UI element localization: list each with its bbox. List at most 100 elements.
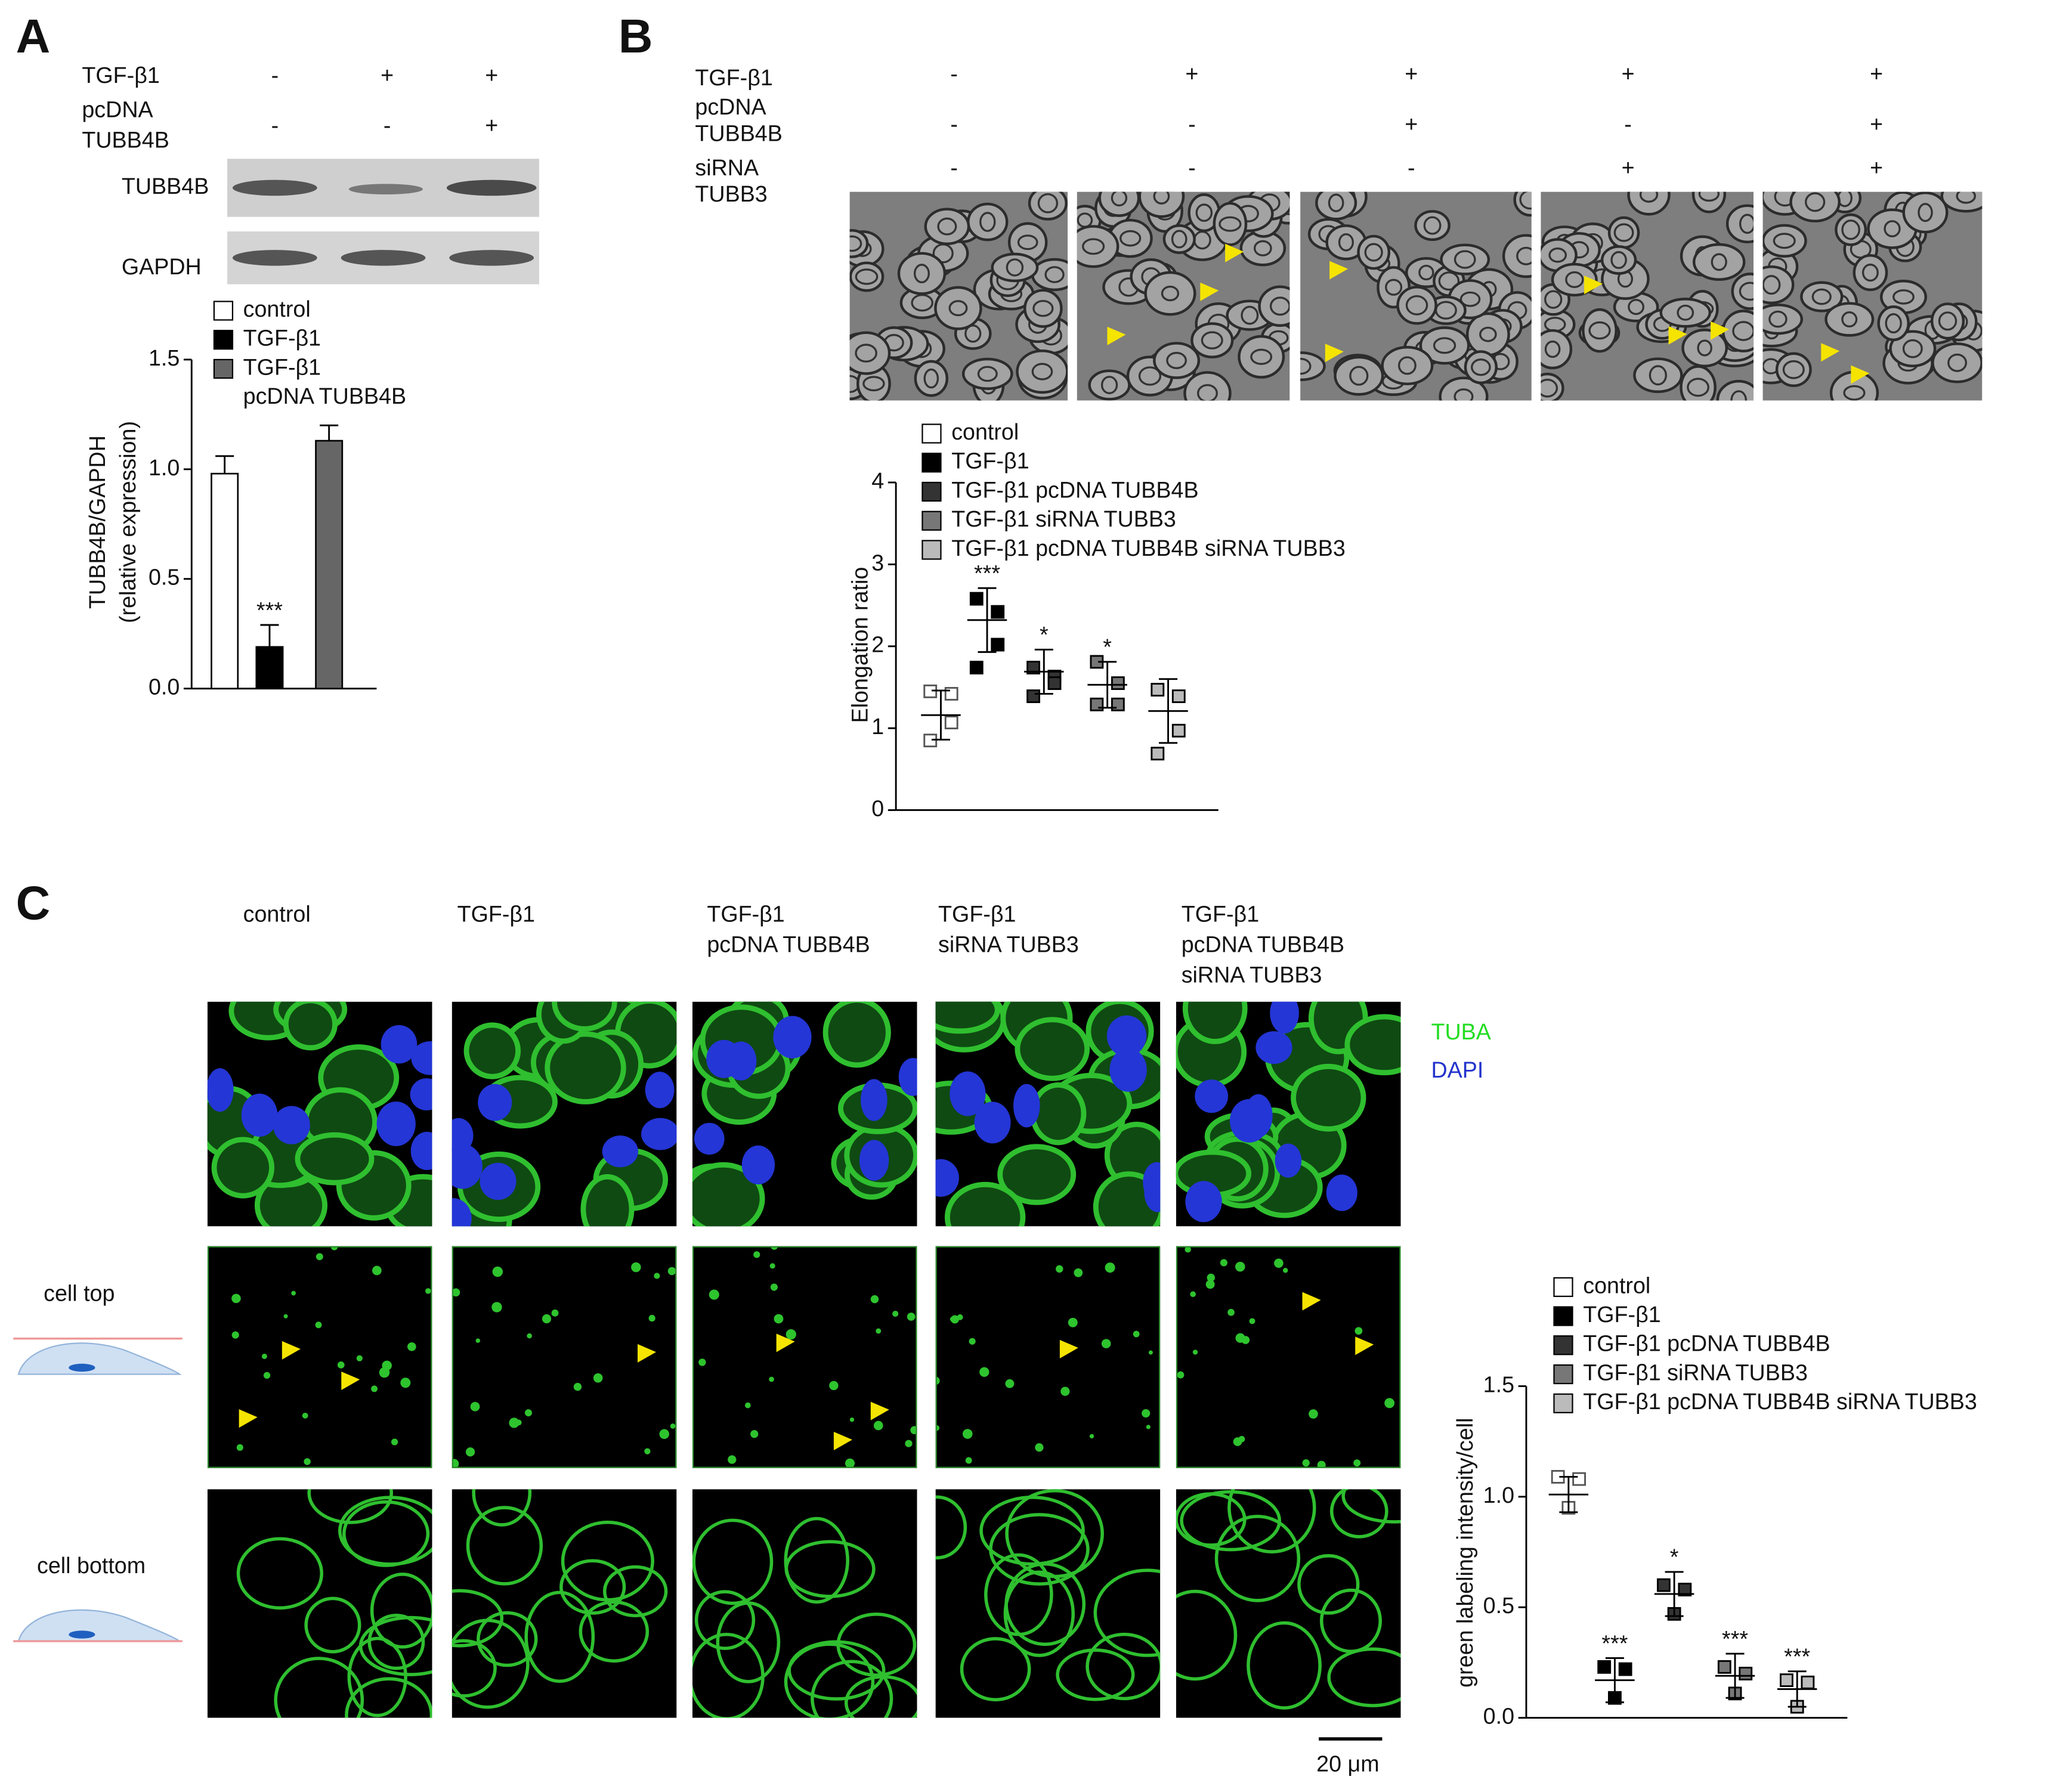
treatment-label: siRNA — [695, 155, 759, 180]
significance: *** — [974, 561, 1000, 586]
image-bg — [207, 1246, 432, 1468]
nucleus — [1782, 360, 1805, 379]
legend-swatch — [1553, 1393, 1573, 1413]
y-tick-label: 0 — [871, 796, 884, 821]
cell — [849, 331, 891, 375]
error-bar — [1725, 1652, 1745, 1699]
cell — [1056, 1648, 1135, 1701]
cell — [579, 1600, 650, 1663]
cell — [1291, 1063, 1366, 1132]
puncta — [337, 1361, 345, 1369]
arrowhead — [341, 1371, 360, 1391]
treatment-value: - — [1188, 112, 1196, 137]
nucleus — [1588, 321, 1611, 340]
legend-label: TGF-β1 — [1583, 1302, 1660, 1327]
nucleus — [1171, 230, 1187, 249]
cell — [1725, 204, 1754, 244]
puncta — [845, 1458, 855, 1468]
data-point — [1801, 1675, 1815, 1689]
blot-band — [232, 179, 317, 196]
nucleus — [1031, 363, 1053, 380]
puncta — [407, 1342, 416, 1351]
nucleus — [923, 368, 939, 389]
cell — [1419, 326, 1470, 365]
y-tick-label: 1 — [871, 714, 884, 739]
cell — [897, 252, 947, 295]
puncta — [728, 1455, 737, 1464]
nucleus — [694, 1122, 725, 1155]
cell — [1931, 342, 1983, 383]
bar — [315, 440, 344, 689]
puncta — [1233, 1437, 1242, 1446]
cell — [338, 1496, 432, 1566]
nucleus — [1166, 352, 1187, 369]
cell — [1889, 330, 1937, 367]
puncta — [1192, 1350, 1198, 1355]
puncta — [1302, 1459, 1310, 1467]
cell — [1297, 1554, 1360, 1615]
cell — [1180, 1490, 1282, 1552]
legend-swatch — [921, 510, 942, 531]
data-point — [991, 637, 1005, 652]
nucleus — [1479, 326, 1497, 342]
data-point — [1151, 683, 1165, 697]
nucleus — [1885, 313, 1902, 334]
data-point — [1171, 689, 1186, 703]
bar — [255, 646, 284, 689]
cell — [1015, 1017, 1090, 1081]
nucleus — [1739, 213, 1754, 234]
panel-label: A — [16, 10, 51, 63]
blot-band — [341, 250, 426, 266]
nucleus — [410, 1131, 432, 1171]
nucleus — [1385, 278, 1403, 296]
puncta — [849, 1417, 855, 1422]
puncta — [524, 1409, 533, 1417]
cell — [1190, 322, 1234, 358]
data-point — [1780, 1673, 1793, 1687]
cell — [1396, 286, 1437, 325]
nucleus — [1143, 1162, 1161, 1203]
data-point — [1111, 676, 1125, 690]
puncta — [492, 1266, 503, 1277]
legend-label: control — [1583, 1273, 1650, 1298]
puncta — [745, 1402, 751, 1409]
nucleus — [1433, 337, 1456, 354]
cell — [849, 261, 885, 292]
puncta — [1317, 1460, 1326, 1468]
puncta — [750, 1430, 759, 1438]
cell — [274, 1657, 364, 1718]
significance: *** — [1601, 1630, 1628, 1655]
cell — [1144, 271, 1196, 316]
nucleus — [1013, 1084, 1040, 1128]
cell — [1607, 216, 1640, 249]
nucleus — [241, 1093, 278, 1137]
error-bar — [215, 455, 234, 474]
nucleus — [741, 1145, 775, 1185]
nucleus — [1250, 348, 1273, 365]
nucleus — [1255, 1031, 1292, 1064]
cell — [463, 1022, 521, 1079]
treatment-label: TGF-β1 — [82, 63, 159, 88]
puncta — [231, 1293, 241, 1304]
treatment-label: TUBB4B — [695, 120, 783, 146]
nucleus — [1902, 339, 1923, 358]
nucleus — [1805, 192, 1826, 212]
cell — [1762, 304, 1804, 335]
micrograph — [935, 1001, 1161, 1227]
significance: * — [1670, 1545, 1679, 1570]
micrograph — [207, 1489, 432, 1718]
treatment-label: TUBB3 — [695, 181, 767, 206]
cell — [236, 1537, 324, 1610]
arrowhead — [1107, 326, 1126, 345]
puncta — [950, 1316, 955, 1322]
puncta — [1274, 1258, 1284, 1268]
treatment-label: TUBB4B — [82, 127, 169, 152]
y-axis-label: TUBB4B/GAPDH — [85, 435, 110, 609]
blot-band — [446, 179, 537, 196]
nucleus — [1270, 1001, 1299, 1034]
data-point — [969, 661, 984, 674]
nucleus — [1519, 191, 1532, 210]
treatment-value: + — [1405, 61, 1418, 86]
legend-label: TGF-β1 siRNA TUBB3 — [951, 506, 1176, 531]
cell — [914, 360, 948, 397]
